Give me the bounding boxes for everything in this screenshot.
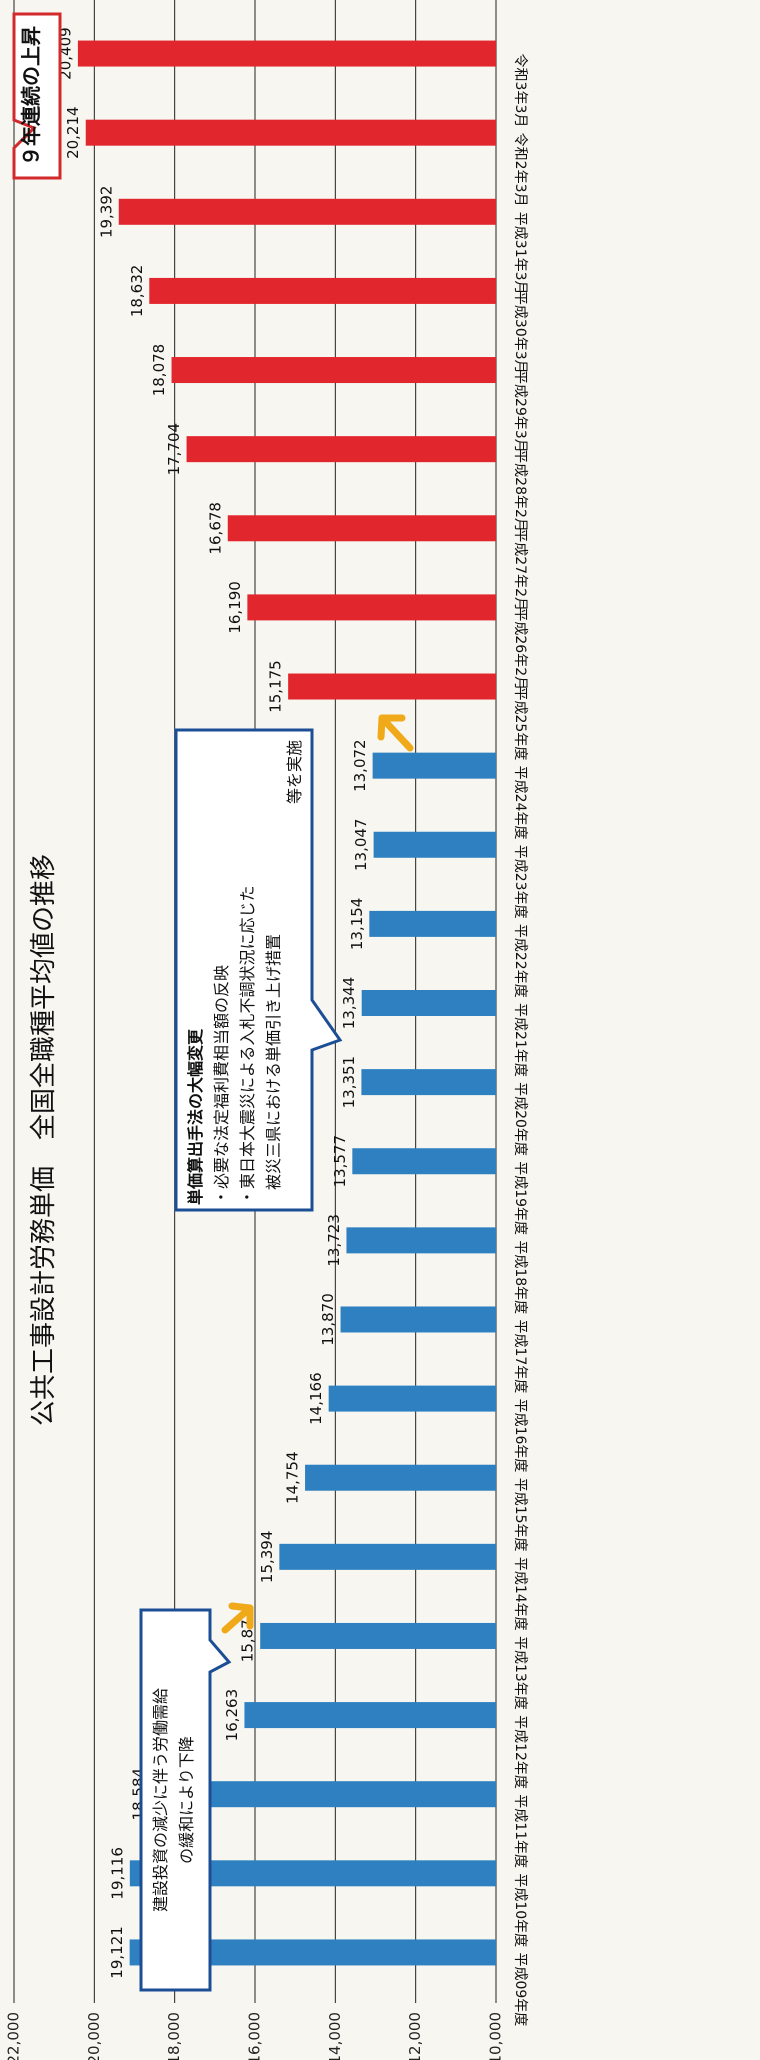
value-label: 14,754 xyxy=(284,1451,302,1504)
bar xyxy=(279,1543,496,1570)
value-label: 13,154 xyxy=(348,898,366,951)
value-label: 19,116 xyxy=(108,1847,126,1900)
method-change-line3: ・東日本大震災による入札不調状況に応じた xyxy=(238,885,257,1205)
method-change-callout: 単価算出手法の大幅変更 ・必要な法定福利費相当額の反映 ・東日本大震災による入札… xyxy=(174,728,343,1212)
category-label: 平成21年度 xyxy=(512,1003,528,1077)
decline-callout: 建設投資の減少に伴う労働需給 の緩和により下降 xyxy=(139,1608,232,1992)
value-label: 15,175 xyxy=(267,660,285,713)
category-label: 平成24年度 xyxy=(512,766,528,840)
bar xyxy=(328,1385,496,1412)
value-label: 13,351 xyxy=(340,1056,358,1109)
value-label: 19,392 xyxy=(97,186,115,239)
value-label: 13,344 xyxy=(340,977,358,1030)
category-label: 平成22年度 xyxy=(512,924,528,998)
category-label: 平成11年度 xyxy=(512,1794,528,1868)
value-label: 16,190 xyxy=(226,581,244,634)
value-label: 16,678 xyxy=(206,502,224,555)
tick-labels: 10,000 12,000 14,000 16,000 18,000 20,000 22,0… xyxy=(5,2012,505,2060)
method-change-line5: 等を実施 xyxy=(285,740,304,804)
category-label: 平成12年度 xyxy=(512,1715,528,1789)
category-label: 令和3年3月 xyxy=(512,54,528,128)
category-label: 平成30年3月 xyxy=(512,291,528,374)
value-label: 19,121 xyxy=(108,1926,126,1979)
rise-callout-text: ９年連続の上昇 xyxy=(19,26,43,166)
value-label: 16,263 xyxy=(223,1689,241,1742)
value-label: 17,704 xyxy=(165,423,183,476)
bar xyxy=(77,40,497,67)
tick-label: 22,000 xyxy=(5,2012,23,2060)
category-label: 平成16年度 xyxy=(512,1399,528,1473)
category-label: 平成18年度 xyxy=(512,1240,528,1314)
category-label: 平成25年度 xyxy=(512,687,528,761)
bar xyxy=(247,594,496,621)
tick-label: 10,000 xyxy=(487,2012,505,2060)
tick-label: 12,000 xyxy=(406,2012,424,2060)
value-label: 18,078 xyxy=(150,344,168,397)
bar xyxy=(340,1306,496,1333)
method-change-line2: ・必要な法定福利費相当額の反映 xyxy=(212,965,231,1205)
value-label: 13,577 xyxy=(331,1135,349,1188)
decline-arrow xyxy=(221,1602,254,1634)
category-label: 平成17年度 xyxy=(512,1319,528,1393)
bar xyxy=(346,1227,496,1254)
rise-callout-box xyxy=(12,12,62,180)
category-label: 平成26年2月 xyxy=(512,607,528,690)
bar xyxy=(352,1148,496,1175)
category-label: 平成14年度 xyxy=(512,1557,528,1631)
bar xyxy=(361,1069,496,1096)
category-label: 平成13年度 xyxy=(512,1636,528,1710)
rise-arrow xyxy=(377,714,414,752)
category-label: 平成09年度 xyxy=(512,1952,528,2026)
tick-label: 18,000 xyxy=(165,2012,183,2060)
method-change-line4: 被災三県における単価引き上げ措置 xyxy=(264,934,283,1190)
category-label: 平成29年3月 xyxy=(512,370,528,453)
category-label: 平成10年度 xyxy=(512,1873,528,1947)
category-label: 平成20年度 xyxy=(512,1082,528,1156)
bar xyxy=(149,277,497,304)
rise-callout: ９年連続の上昇 xyxy=(12,12,62,180)
bar xyxy=(85,119,496,146)
bar xyxy=(244,1702,496,1729)
value-label: 20,214 xyxy=(64,106,82,159)
bar xyxy=(373,831,496,858)
value-label: 13,870 xyxy=(319,1293,337,1346)
category-label: 平成15年度 xyxy=(512,1478,528,1552)
category-label: 平成23年度 xyxy=(512,845,528,919)
category-label: 平成28年2月 xyxy=(512,449,528,532)
category-label: 平成31年3月 xyxy=(512,212,528,295)
value-label: 14,166 xyxy=(307,1372,325,1425)
method-change-line1: 単価算出手法の大幅変更 xyxy=(186,1028,205,1205)
decline-callout-box xyxy=(139,1608,232,1992)
value-label: 15,394 xyxy=(258,1531,276,1584)
category-label: 平成27年2月 xyxy=(512,528,528,611)
tick-label: 16,000 xyxy=(246,2012,264,2060)
bar xyxy=(171,357,496,384)
bar xyxy=(118,198,496,225)
category-label: 平成19年度 xyxy=(512,1161,528,1235)
tick-label: 20,000 xyxy=(85,2012,103,2060)
bar xyxy=(288,673,496,700)
value-label: 13,723 xyxy=(325,1214,343,1267)
tick-label: 14,000 xyxy=(326,2012,344,2060)
value-label: 13,047 xyxy=(352,819,370,872)
bar xyxy=(305,1464,496,1491)
category-labels: 平成09年度平成10年度平成11年度平成12年度平成13年度平成14年度平成15… xyxy=(512,54,528,2027)
bar xyxy=(227,515,496,542)
bar xyxy=(369,910,496,937)
value-label: 13,072 xyxy=(351,739,369,792)
chart-title: 公共工事設計労務単価 全国全職種平均値の推移 xyxy=(29,854,59,1426)
bar xyxy=(186,436,496,463)
category-label: 令和2年3月 xyxy=(512,133,528,207)
method-change-callout-box xyxy=(174,728,343,1212)
value-label: 18,632 xyxy=(128,265,146,318)
bar xyxy=(361,990,496,1016)
decline-callout-line2: の緩和により下降 xyxy=(177,1736,196,1864)
decline-callout-line1: 建設投資の減少に伴う労働需給 xyxy=(151,1688,170,1912)
bar xyxy=(260,1622,496,1649)
bar xyxy=(372,752,496,779)
